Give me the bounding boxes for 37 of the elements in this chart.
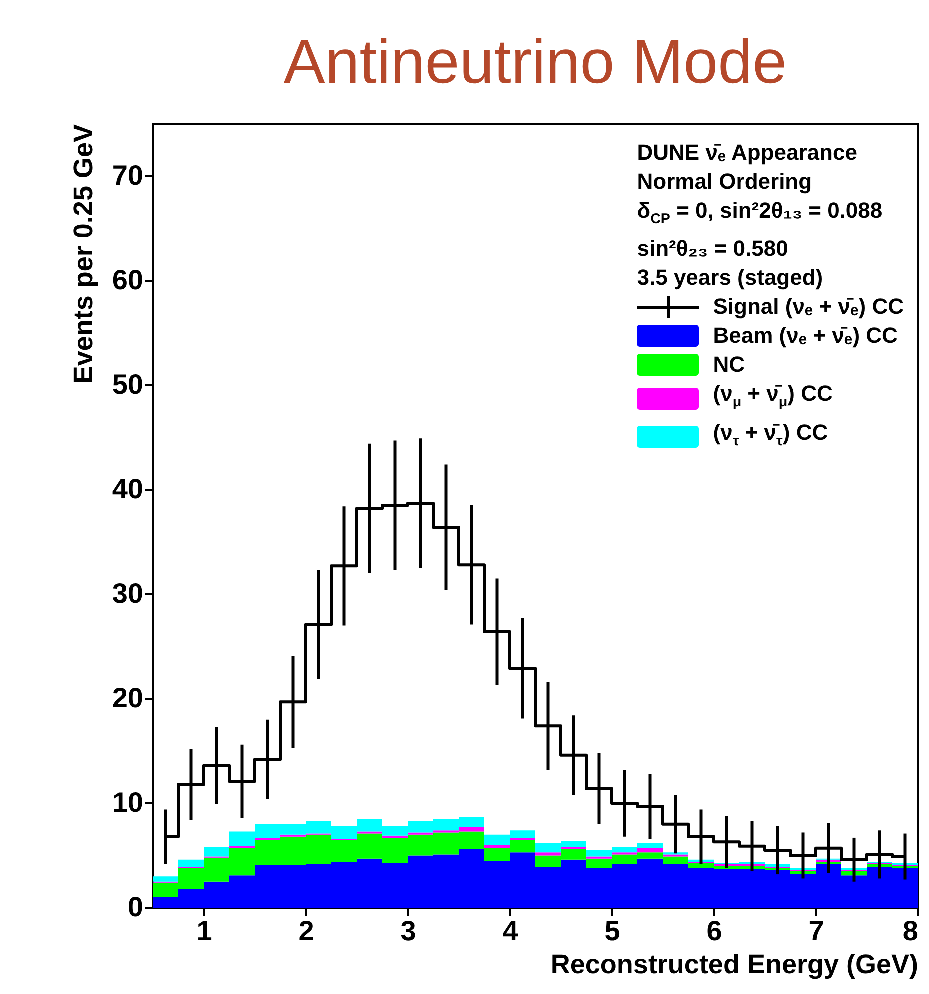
y-tick-label: 50: [112, 368, 144, 400]
y-tick-label: 40: [112, 473, 144, 504]
bar: [638, 848, 663, 853]
bar: [255, 838, 280, 840]
annotation: DUNE ν̄ₑ Appearance: [637, 139, 858, 167]
bar: [178, 860, 204, 868]
x-tick-label: 3: [400, 916, 416, 946]
annotation: sin²θ₂₃ = 0.580: [637, 235, 788, 264]
y-axis-title: Events per 0.25 GeV: [68, 124, 98, 384]
bar: [153, 876, 178, 882]
x-tick-label: 5: [604, 916, 620, 946]
y-tick-label: 60: [112, 264, 144, 296]
y-tick-label: 0: [128, 892, 144, 922]
legend-label: (ν$_{μ}$ + ν̄$_{μ}$) CC: [713, 380, 833, 413]
y-tick-label: 70: [112, 160, 144, 191]
annotation: Normal Ordering: [637, 168, 812, 196]
bar: [484, 845, 510, 848]
chart-title: Antineutrino Mode: [284, 28, 788, 97]
x-tick-label: 2: [298, 916, 314, 946]
y-tick-label: 30: [112, 578, 144, 609]
x-axis-title: Reconstructed Energy (GeV): [550, 950, 918, 980]
bar: [510, 838, 536, 840]
x-tick-label: 6: [706, 916, 722, 946]
legend-label: Signal (νₑ + ν̄ₑ) CC: [713, 293, 904, 322]
annotation: δ$_{CP}$ = 0, sin²2θ₁₃ = 0.088: [637, 197, 883, 230]
y-tick-label: 20: [112, 682, 144, 714]
x-tick-label: 7: [808, 916, 824, 946]
y-tick-label: 10: [112, 786, 144, 818]
legend-label: Beam (νₑ + ν̄ₑ) CC: [713, 322, 898, 350]
x-tick-label: 4: [502, 916, 519, 946]
bar: [536, 852, 561, 856]
legend-label: NC: [713, 351, 746, 380]
bar: [204, 847, 230, 857]
annotation: 3.5 years (staged): [637, 264, 824, 292]
legend-label: (ν$_{τ}$ + ν̄$_{τ}$) CC: [713, 418, 828, 452]
x-tick-label: 1: [196, 916, 212, 946]
x-tick-label: 8: [902, 916, 918, 946]
